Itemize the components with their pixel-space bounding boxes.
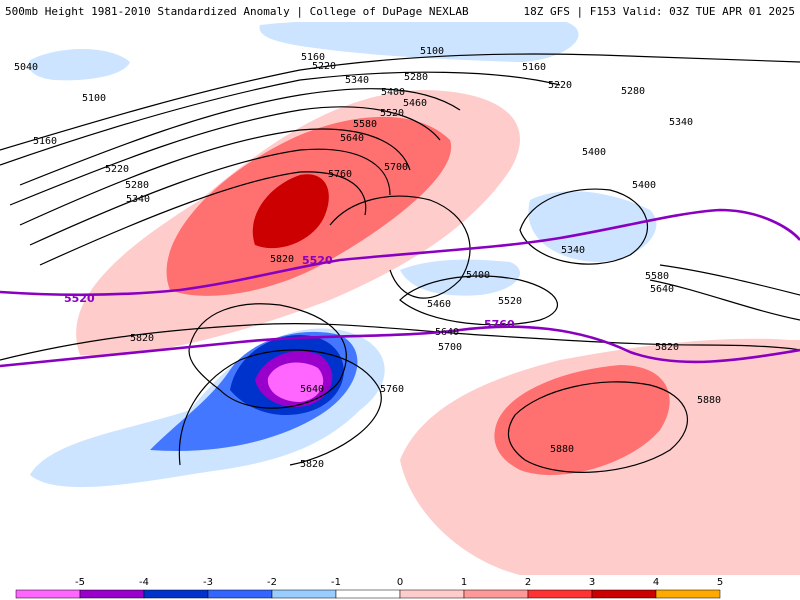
colorbar-swatch	[399, 589, 465, 599]
contour-label: 5100	[82, 93, 106, 104]
colorbar-swatch	[15, 589, 81, 599]
contour-label: 5280	[125, 180, 149, 191]
colorbar-swatch	[591, 589, 657, 599]
contour-label: 5760	[380, 384, 404, 395]
contour-label: 5700	[384, 162, 408, 173]
contour-label: 5640	[435, 327, 459, 338]
contour-label: 5280	[621, 86, 645, 97]
contour-label: 5160	[33, 136, 57, 147]
colorbar-swatch	[655, 589, 721, 599]
contour-label: 5520	[380, 108, 404, 119]
colorbar-swatch	[207, 589, 273, 599]
contour-label: 5820	[655, 342, 679, 353]
contour-label: 5820	[130, 333, 154, 344]
contour-label: 5760	[328, 169, 352, 180]
contour-label: 5580	[353, 119, 377, 130]
colorbar-tick-label: -2	[267, 577, 277, 588]
contour-label: 5100	[420, 46, 444, 57]
colorbar-tick-label: 4	[653, 577, 659, 588]
colorbar-tick-label: -4	[139, 577, 149, 588]
contour-label: 5640	[340, 133, 364, 144]
contour-label: 5220	[548, 80, 572, 91]
contour-label: 5880	[550, 444, 574, 455]
contour-label: 5400	[632, 180, 656, 191]
colorbar-tick-label: 0	[397, 577, 403, 588]
contour-label: 5400	[381, 87, 405, 98]
contour-label: 5040	[14, 62, 38, 73]
colorbar-swatch	[335, 589, 401, 599]
map-header: 500mb Height 1981-2010 Standardized Anom…	[0, 0, 800, 22]
contour-label: 5880	[697, 395, 721, 406]
contour-label: 5220	[105, 164, 129, 175]
colorbar-tick-label: -3	[203, 577, 213, 588]
highlight-contours	[0, 208, 800, 368]
contour-label: 5520	[498, 296, 522, 307]
contour-label: 5160	[301, 52, 325, 63]
contour-label: 5160	[522, 62, 546, 73]
colorbar-tick-label: 5	[717, 577, 723, 588]
contour-label: 5340	[669, 117, 693, 128]
contour-label: 5220	[312, 61, 336, 72]
contour-label: 5340	[345, 75, 369, 86]
contour-label: 5820	[300, 459, 324, 470]
map-title: 500mb Height 1981-2010 Standardized Anom…	[5, 5, 469, 18]
colorbar-tick-label: 1	[461, 577, 467, 588]
contour-label: 5400	[582, 147, 606, 158]
colorbar-swatch	[79, 589, 145, 599]
contour-5760-label: 5760	[484, 318, 515, 331]
contour-label: 5340	[126, 194, 150, 205]
contour-label: 5820	[270, 254, 294, 265]
contour-label: 5640	[300, 384, 324, 395]
colorbar-tick-label: 3	[589, 577, 595, 588]
colorbar-ticks: -5 -4 -3 -2 -1 0 1 2 3 4 5	[75, 577, 723, 588]
anomaly-map: 5040 5100 5160 5220 5280 5340 5160 5220 …	[0, 22, 800, 575]
contour-label: 5280	[404, 72, 428, 83]
contour-label: 5700	[438, 342, 462, 353]
contour-label: 5460	[403, 98, 427, 109]
contour-5760-line	[0, 325, 800, 368]
contour-label: 5580	[645, 271, 669, 282]
contour-label: 5460	[427, 299, 451, 310]
contour-label: 5340	[561, 245, 585, 256]
colorbar-swatches	[15, 589, 721, 599]
contour-labels: 5040 5100 5160 5220 5280 5340 5160 5220 …	[14, 46, 721, 470]
contour-5520-label: 5520	[302, 254, 333, 267]
contour-5520-label: 5520	[64, 292, 95, 305]
colorbar-tick-label: -5	[75, 577, 85, 588]
contour-5520-line	[0, 208, 800, 297]
colorbar-tick-label: -1	[331, 577, 341, 588]
model-run-info: 18Z GFS | F153 Valid: 03Z TUE APR 01 202…	[523, 5, 795, 18]
colorbar-swatch	[271, 589, 337, 599]
anomaly-colorbar: -5 -4 -3 -2 -1 0 1 2 3 4 5	[15, 577, 723, 599]
colorbar-swatch	[527, 589, 593, 599]
colorbar-swatch	[463, 589, 529, 599]
contour-label: 5640	[650, 284, 674, 295]
colorbar-swatch	[143, 589, 209, 599]
colorbar-tick-label: 2	[525, 577, 531, 588]
contour-label: 5400	[466, 270, 490, 281]
height-contours	[0, 53, 800, 473]
